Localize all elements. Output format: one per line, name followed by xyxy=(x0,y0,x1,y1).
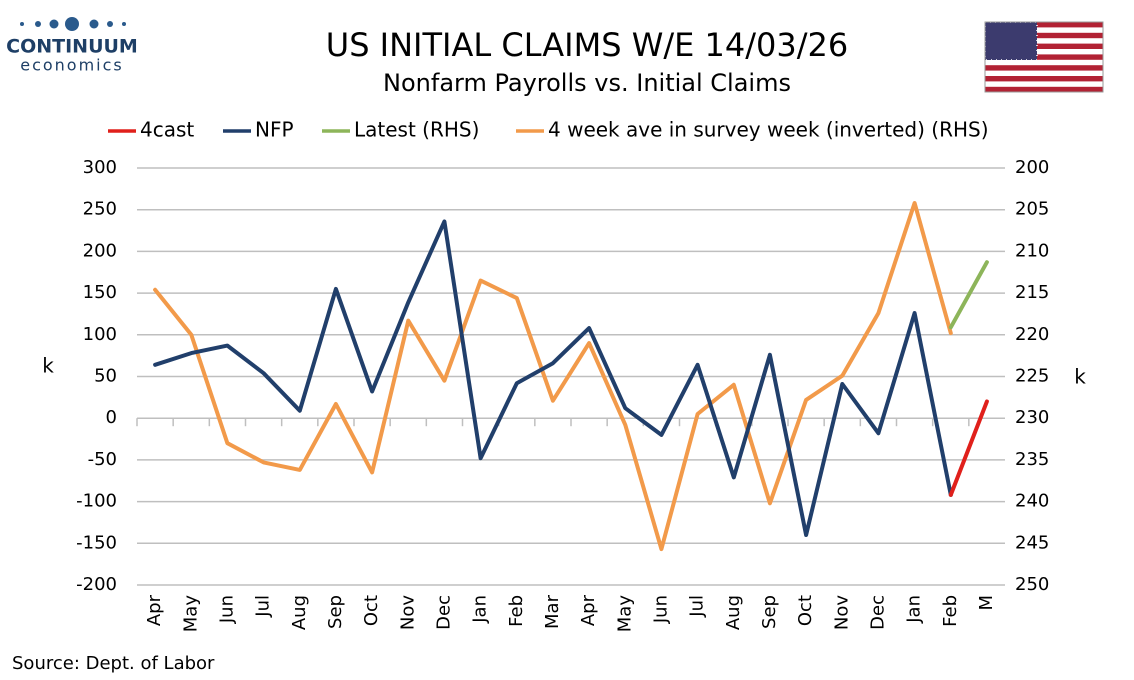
x-tick-label: Sep xyxy=(759,595,780,629)
y2-tick-label: 215 xyxy=(1015,282,1049,303)
chart-title: US INITIAL CLAIMS W/E 14/03/26 xyxy=(326,26,848,64)
flag-border xyxy=(984,21,1104,93)
y-tick-label: 150 xyxy=(83,282,117,303)
x-tick-label: Aug xyxy=(289,595,310,630)
y2-tick-label: 220 xyxy=(1015,324,1049,345)
y-tick-label: 0 xyxy=(106,407,117,428)
x-tick-label: Feb xyxy=(940,595,961,627)
legend-label: 4cast xyxy=(140,118,194,142)
y2-tick-label: 210 xyxy=(1015,240,1049,261)
x-tick-label: Oct xyxy=(795,595,816,626)
flag-stripe xyxy=(985,81,1103,87)
y-tick-label: -150 xyxy=(76,532,117,553)
logo-dot xyxy=(35,21,41,27)
logo-dot xyxy=(49,19,59,29)
x-tick-label: Jul xyxy=(253,595,274,618)
y2-tick-label: 230 xyxy=(1015,407,1049,428)
y-tick-label: -50 xyxy=(88,449,117,470)
x-tick-label: Jan xyxy=(470,595,491,624)
y2-axis-label: k xyxy=(1074,365,1086,389)
y2-tick-label: 200 xyxy=(1015,157,1049,178)
x-tick-label: Feb xyxy=(506,595,527,627)
logo-dot xyxy=(65,17,79,31)
x-tick-label: Oct xyxy=(361,595,382,626)
logo-dot xyxy=(107,21,113,27)
y-axis-label: k xyxy=(42,354,54,378)
logo-name: CONTINUUM xyxy=(6,36,138,58)
x-tick-label: Dec xyxy=(433,595,454,630)
y-tick-label: -100 xyxy=(76,491,117,512)
flag-stripe xyxy=(985,38,1103,44)
y2-tick-label: 250 xyxy=(1015,574,1049,595)
y-tick-label: 100 xyxy=(83,324,117,345)
y-tick-label: 200 xyxy=(83,240,117,261)
y-tick-label: 250 xyxy=(83,199,117,220)
x-tick-label: Jun xyxy=(216,595,237,624)
x-tick-label: Jan xyxy=(904,595,925,624)
chart-subtitle: Nonfarm Payrolls vs. Initial Claims xyxy=(383,69,791,97)
flag-stripe xyxy=(985,70,1103,76)
legend-label: 4 week ave in survey week (inverted) (RH… xyxy=(548,118,989,142)
logo: CONTINUUM economics xyxy=(6,17,138,75)
y2-tick-label: 240 xyxy=(1015,491,1049,512)
x-tick-label: Nov xyxy=(397,595,418,630)
y-tick-label: 300 xyxy=(83,157,117,178)
y2-tick-label: 225 xyxy=(1015,366,1049,387)
flag-stripe xyxy=(985,49,1103,55)
source-note: Source: Dept. of Labor xyxy=(12,653,215,674)
x-tick-label: Aug xyxy=(723,595,744,630)
logo-tagline: economics xyxy=(20,56,124,75)
x-tick-label: Apr xyxy=(578,594,599,626)
y-tick-label: 50 xyxy=(94,366,117,387)
legend-label: NFP xyxy=(255,118,294,142)
series-line xyxy=(153,201,953,552)
x-tick-label: Mar xyxy=(542,594,563,629)
x-tick-label: Jul xyxy=(687,595,708,618)
series-line xyxy=(948,399,989,497)
x-tick-label: Sep xyxy=(325,595,346,629)
x-tick-label: May xyxy=(614,595,635,633)
logo-dot xyxy=(122,22,126,26)
y2-tick-label: 245 xyxy=(1015,532,1049,553)
y2-tick-label: 235 xyxy=(1015,449,1049,470)
flag xyxy=(984,21,1104,93)
flag-stripe xyxy=(985,27,1103,33)
x-tick-label: M xyxy=(976,595,997,611)
x-tick-label: Jun xyxy=(650,595,671,624)
logo-dot xyxy=(89,19,99,29)
x-tick-label: Apr xyxy=(144,594,165,626)
x-tick-label: May xyxy=(180,595,201,633)
series-line xyxy=(153,219,953,537)
x-tick-label: Nov xyxy=(831,595,852,630)
y2-tick-label: 205 xyxy=(1015,199,1049,220)
flag-canton xyxy=(985,22,1037,60)
series-line xyxy=(948,260,989,330)
flag-stripe xyxy=(985,59,1103,66)
x-tick-label: Dec xyxy=(867,595,888,630)
y-tick-label: -200 xyxy=(76,574,117,595)
legend-label: Latest (RHS) xyxy=(354,118,479,142)
logo-dot xyxy=(20,22,24,26)
